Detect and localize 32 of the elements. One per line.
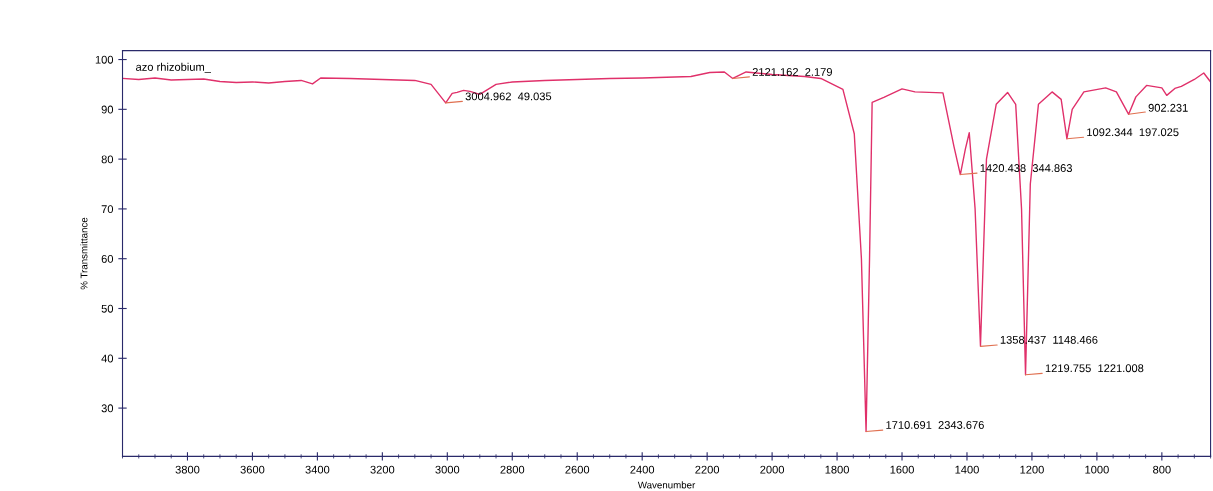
y-tick-label: 70	[101, 205, 114, 214]
x-tick-label: 3200	[370, 465, 395, 474]
x-tick-label: 1800	[825, 465, 849, 474]
x-tick-label: 800	[1153, 465, 1171, 474]
x-tick-label: 2200	[695, 465, 720, 474]
x-tick-label: 1400	[955, 465, 979, 474]
annotation: 1219.755 1221.008	[1045, 364, 1144, 373]
annotation: azo rhizobium_	[136, 62, 212, 74]
annotation: 3004.962 49.035	[465, 92, 552, 101]
y-tick-label: 60	[101, 254, 114, 263]
x-tick-label: 1200	[1020, 465, 1044, 474]
annotation: 1710.691 2343.676	[886, 421, 984, 429]
x-tick-label: 2400	[630, 465, 655, 474]
x-tick-label: 3800	[175, 465, 200, 474]
y-tick-label: 100	[95, 55, 114, 64]
x-tick-label: 3400	[305, 465, 330, 474]
x-tick-label: 1600	[890, 465, 914, 474]
x-tick-label: 3000	[435, 465, 460, 474]
y-tick-label: 40	[101, 354, 114, 363]
y-tick-label: 30	[101, 404, 114, 413]
y-tick-label: 50	[101, 304, 114, 313]
y-axis-title: % Transmittance	[80, 217, 88, 290]
x-tick-label: 3600	[240, 465, 265, 474]
annotation: 902.231	[1148, 103, 1188, 112]
annotation: 1092.344 197.025	[1087, 128, 1179, 137]
y-tick-label: 80	[101, 155, 114, 164]
y-tick-label: 90	[101, 105, 114, 114]
x-tick-label: 2000	[760, 465, 785, 474]
x-tick-label: 2800	[500, 465, 525, 474]
x-tick-label: 2600	[565, 465, 590, 474]
x-axis-title: Wavenumber	[637, 481, 696, 489]
x-tick-label: 1000	[1085, 465, 1109, 474]
